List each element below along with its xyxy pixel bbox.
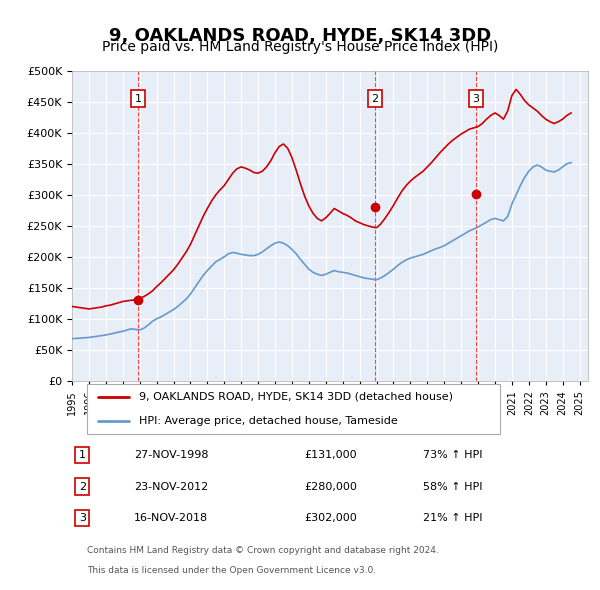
Text: 21% ↑ HPI: 21% ↑ HPI [423,513,482,523]
Text: 9, OAKLANDS ROAD, HYDE, SK14 3DD (detached house): 9, OAKLANDS ROAD, HYDE, SK14 3DD (detach… [139,392,453,402]
Text: This data is licensed under the Open Government Licence v3.0.: This data is licensed under the Open Gov… [88,565,377,575]
Text: Contains HM Land Registry data © Crown copyright and database right 2024.: Contains HM Land Registry data © Crown c… [88,546,439,556]
Text: £302,000: £302,000 [304,513,357,523]
Text: 58% ↑ HPI: 58% ↑ HPI [423,481,482,491]
Text: 3: 3 [79,513,86,523]
Text: HPI: Average price, detached house, Tameside: HPI: Average price, detached house, Tame… [139,417,398,427]
Text: 9, OAKLANDS ROAD, HYDE, SK14 3DD: 9, OAKLANDS ROAD, HYDE, SK14 3DD [109,27,491,45]
Text: 1: 1 [79,450,86,460]
FancyBboxPatch shape [88,384,500,434]
Text: 73% ↑ HPI: 73% ↑ HPI [423,450,482,460]
Text: 3: 3 [473,94,479,104]
Text: £280,000: £280,000 [304,481,357,491]
Text: 2: 2 [371,94,379,104]
Text: 1: 1 [134,94,142,104]
Text: 2: 2 [79,481,86,491]
Text: £131,000: £131,000 [304,450,357,460]
Text: 23-NOV-2012: 23-NOV-2012 [134,481,208,491]
Text: 27-NOV-1998: 27-NOV-1998 [134,450,208,460]
Text: 16-NOV-2018: 16-NOV-2018 [134,513,208,523]
Text: Price paid vs. HM Land Registry's House Price Index (HPI): Price paid vs. HM Land Registry's House … [102,40,498,54]
